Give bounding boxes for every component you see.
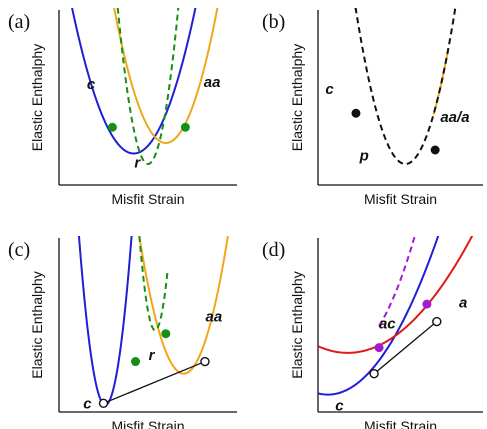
series-c-curve [77,236,133,407]
common-tangent-line [103,360,206,404]
x-axis-label: Misfit Strain [364,418,437,429]
transition-point-marker [131,357,141,367]
tangent-point-marker [432,316,442,327]
tangent-point-marker [200,356,210,367]
transition-point-marker [430,145,440,155]
series-aa-curve [113,8,219,144]
tangent-point-marker [98,398,109,408]
curve-label: aa [206,309,223,326]
common-tangent-line [373,321,438,375]
transition-point-marker [351,108,361,118]
plot-area [71,8,219,165]
y-axis-label: Elastic Enthalphy [289,271,305,378]
curve-label: p [359,148,369,165]
x-axis-label: Misfit Strain [111,191,184,207]
curve-label: c [335,397,344,414]
panel-label: (b) [262,11,285,33]
curve-label: aa/a [440,109,469,126]
curve-label: c [325,81,334,98]
panel-label: (d) [262,239,285,261]
y-axis-label: Elastic Enthalphy [29,271,45,378]
curve-label: aa [204,74,221,91]
panel-3: (c) Misfit Strain Elastic Enthalphy c r aa [8,236,237,429]
panel-1: (a) Misfit Strain Elastic Enthalphy c aa r [8,8,237,207]
panel-2: (b) Misfit Strain Elastic Enthalphy c p aa/a [262,8,483,207]
panel-label: (a) [8,11,30,33]
x-axis-label: Misfit Strain [364,191,437,207]
curve-label: c [87,76,96,93]
curve-label: a [459,295,467,312]
series-r-curve [116,8,180,165]
panel-label: (c) [8,239,30,261]
y-axis-label: Elastic Enthalphy [289,44,305,151]
transition-point-marker [422,299,432,309]
plot-area [318,236,474,396]
curve-label: c [83,396,92,413]
series-c-curve [71,8,197,155]
curve-label: ac [379,315,396,332]
curve-label: r [149,347,156,364]
transition-point-marker [374,343,384,353]
plot-area [77,236,229,407]
transition-point-marker [161,329,171,339]
series-aa-curve [138,236,229,375]
series-c-curve [354,8,357,11]
series-r-curve [138,236,169,332]
transition-point-marker [180,122,190,132]
plot-area [354,8,457,166]
x-axis-label: Misfit Strain [111,418,184,429]
curve-label: r [134,155,141,172]
series-ac-curve [378,236,416,327]
y-axis-label: Elastic Enthalphy [29,44,45,151]
series-p-curve [354,8,457,166]
series-a-curve [318,236,474,354]
transition-point-marker [107,122,117,132]
series-c-curve [318,236,440,396]
tangent-point-marker [369,369,379,379]
